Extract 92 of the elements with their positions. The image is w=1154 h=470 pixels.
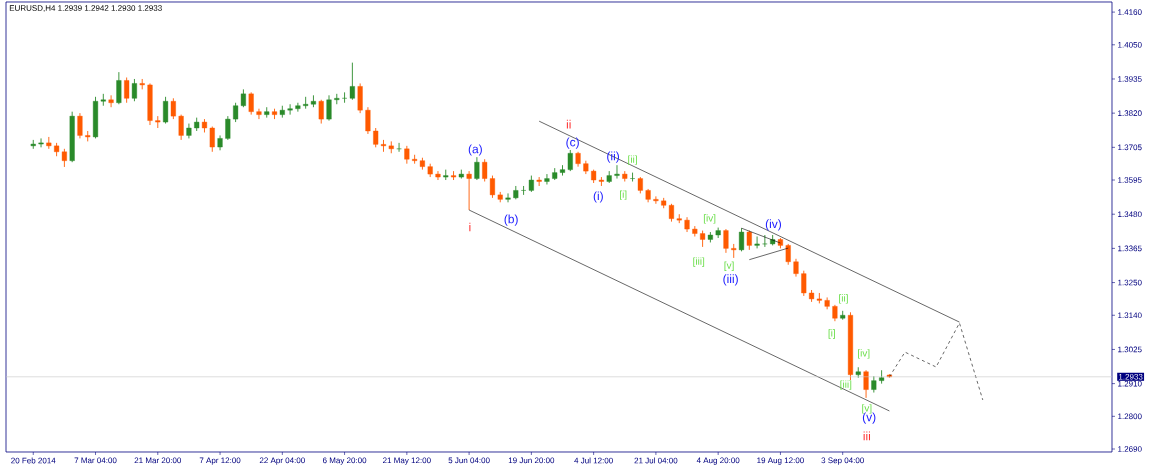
candlestick	[365, 106, 371, 135]
y-tick-label: 1.3595	[1118, 177, 1142, 183]
candlestick	[248, 91, 254, 116]
x-tick-label: 20 Feb 2014	[11, 457, 56, 464]
annotation: [iv]	[858, 349, 870, 359]
candlestick	[77, 112, 83, 139]
x-tick-label: 6 May 20:00	[322, 457, 367, 465]
y-tick-label: 1.3250	[1118, 279, 1142, 286]
x-tick-label: 4 Jul 12:00	[574, 457, 613, 464]
y-tick-label: 1.3935	[1118, 76, 1142, 82]
candlestick	[544, 173, 550, 185]
candlestick	[349, 62, 355, 101]
candlestick	[824, 296, 830, 310]
candlestick	[124, 77, 130, 104]
candlestick	[342, 91, 348, 104]
annotation: (i)	[593, 191, 603, 203]
y-tick-label: 1.4160	[1118, 9, 1142, 15]
candlestick	[380, 139, 387, 153]
candlestick	[630, 172, 636, 182]
annotation: ii	[566, 119, 571, 129]
y-tick-label: 1.3365	[1118, 245, 1142, 252]
annotation: [ii]	[839, 294, 848, 304]
candlestick	[131, 78, 137, 102]
candlestick	[326, 94, 332, 122]
candlestick	[38, 137, 44, 148]
candlestick	[521, 185, 527, 196]
x-tick-label: 7 Apr 12:00	[199, 457, 241, 465]
annotation: (ii)	[607, 151, 619, 163]
y-tick-label: 1.3025	[1118, 346, 1142, 353]
candlestick	[505, 192, 511, 203]
y-tick-label: 1.3480	[1118, 211, 1142, 218]
annotation: (v)	[862, 412, 876, 424]
candlestick	[567, 149, 573, 172]
annotation: (iv)	[765, 219, 782, 231]
x-tick-label: 19 Aug 12:00	[757, 457, 804, 465]
annotation: (iii)	[723, 274, 738, 286]
candlestick	[295, 102, 301, 113]
annotation: iii	[863, 431, 870, 441]
y-tick-label: 1.2690	[1118, 446, 1142, 452]
candlestick	[170, 97, 176, 120]
candlestick	[653, 195, 659, 205]
x-tick-label: 22 Apr 04:00	[259, 457, 305, 465]
candlestick	[762, 234, 768, 248]
candlestick	[178, 114, 184, 141]
candlestick	[225, 115, 231, 141]
x-tick-label: 21 Mar 20:00	[134, 457, 182, 464]
annotation: [iii]	[693, 257, 705, 267]
x-tick-label: 21 Jul 04:00	[634, 457, 678, 464]
candlestick	[474, 156, 480, 181]
chart-title: EURUSD,H4 1.2939 1.2942 1.2930 1.2933	[9, 5, 162, 12]
x-tick-label: 4 Aug 20:00	[696, 457, 740, 465]
candlestick	[396, 142, 402, 153]
y-tick-label: 1.4050	[1118, 41, 1142, 48]
x-tick-label: 5 Jun 04:00	[448, 457, 490, 464]
candlestick	[287, 103, 293, 116]
y-tick-label: 1.2800	[1118, 413, 1142, 420]
candlestick	[357, 82, 363, 114]
candlestick	[723, 228, 729, 254]
x-tick-label: 21 May 12:00	[383, 457, 431, 465]
candlestick	[466, 170, 472, 211]
annotation: [ii]	[628, 155, 637, 165]
annotation: i	[469, 222, 471, 232]
y-tick-label: 1.3140	[1118, 312, 1142, 319]
annotation: [v]	[862, 404, 872, 414]
annotation: (a)	[468, 144, 482, 156]
annotation: [i]	[620, 190, 627, 200]
annotation: [iv]	[703, 214, 716, 224]
candlestick	[435, 170, 441, 181]
x-tick-label: 19 Jun 20:00	[508, 457, 555, 464]
annotation: (c)	[566, 137, 579, 149]
candlestick	[108, 94, 114, 108]
candlestick	[318, 99, 324, 125]
candlestick	[163, 96, 169, 125]
candlestick	[785, 243, 791, 266]
y-tick-label: 1.3820	[1118, 110, 1142, 116]
ref-line-label: 1.2933	[1119, 373, 1143, 380]
candlestick	[256, 108, 262, 120]
candlestick	[373, 127, 379, 148]
annotation: (b)	[504, 214, 518, 226]
x-tick-label: 7 Mar 04:00	[74, 457, 117, 464]
y-tick-label: 1.3705	[1118, 144, 1142, 151]
candlestick	[116, 71, 122, 105]
y-tick-label: 1.2910	[1118, 380, 1142, 387]
candlestick	[754, 236, 760, 249]
annotation: [v]	[724, 261, 734, 271]
annotation: [i]	[828, 329, 835, 339]
candlestick	[614, 164, 620, 179]
x-tick-label: 3 Sep 04:00	[821, 457, 864, 465]
annotation: [iii]	[840, 380, 852, 390]
candlestick	[863, 369, 869, 399]
candlestick	[209, 126, 215, 153]
candlestick	[801, 270, 807, 297]
